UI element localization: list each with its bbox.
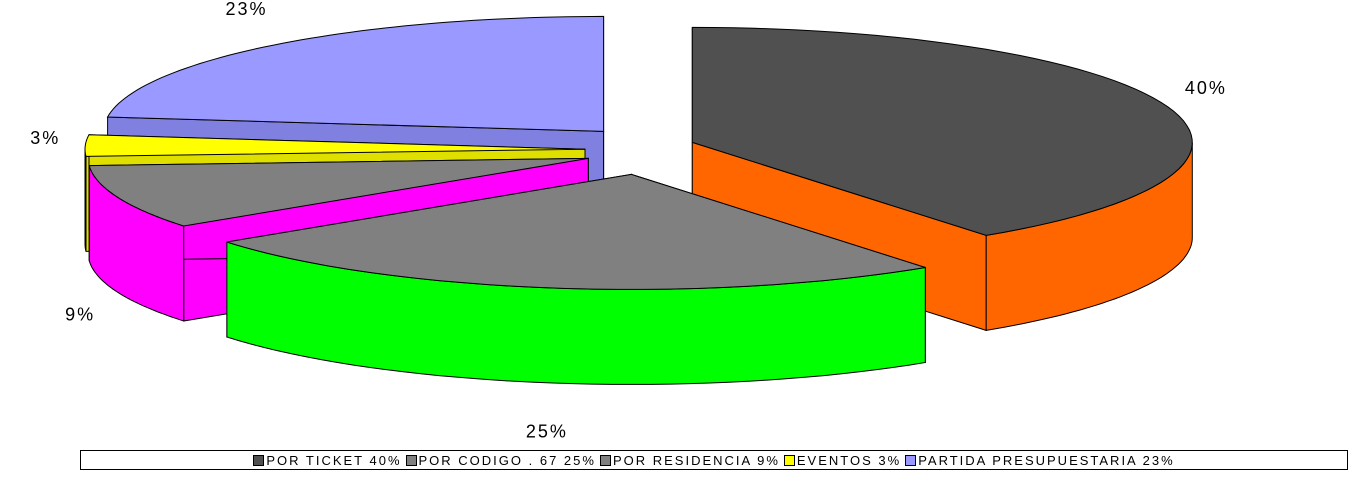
slice-top xyxy=(84,134,586,157)
legend-item: POR CODIGO . 67 25% xyxy=(405,452,596,468)
legend-item: POR TICKET 40% xyxy=(253,453,401,468)
data-label: 9% xyxy=(65,305,95,325)
legend-item: PARTIDA PRESUPUESTARIA 23% xyxy=(905,453,1174,468)
data-label: 25% xyxy=(526,421,568,440)
slice-top xyxy=(691,26,1193,236)
legend-item: EVENTOS 3% xyxy=(783,452,902,468)
legend-label: PARTIDA PRESUPUESTARIA 23% xyxy=(918,452,1175,468)
data-label: 3% xyxy=(30,128,60,148)
legend-label: POR CODIGO . 67 25% xyxy=(418,452,596,468)
legend-label: POR RESIDENCIA 9% xyxy=(612,452,780,468)
legend-swatch xyxy=(253,454,265,466)
legend-label: POR TICKET 40% xyxy=(266,452,402,468)
slice-top xyxy=(226,173,926,290)
slice-top xyxy=(106,15,605,132)
slice-top xyxy=(88,157,589,227)
legend-swatch xyxy=(905,454,917,466)
data-label: 23% xyxy=(226,0,268,19)
legend-swatch xyxy=(783,454,795,466)
legend-swatch xyxy=(599,454,611,466)
pie-slice xyxy=(226,173,926,385)
legend-item: POR RESIDENCIA 9% xyxy=(599,452,780,468)
legend-swatch xyxy=(405,454,417,466)
data-label: 40% xyxy=(1185,78,1227,98)
legend-label: EVENTOS 3% xyxy=(796,452,902,468)
chart: 40% 25% 9% 3% 23% xyxy=(30,0,1227,441)
legend: POR TICKET 40% POR CODIGO . 67 25% POR RES… xyxy=(80,450,1348,470)
slice-side xyxy=(84,149,87,252)
